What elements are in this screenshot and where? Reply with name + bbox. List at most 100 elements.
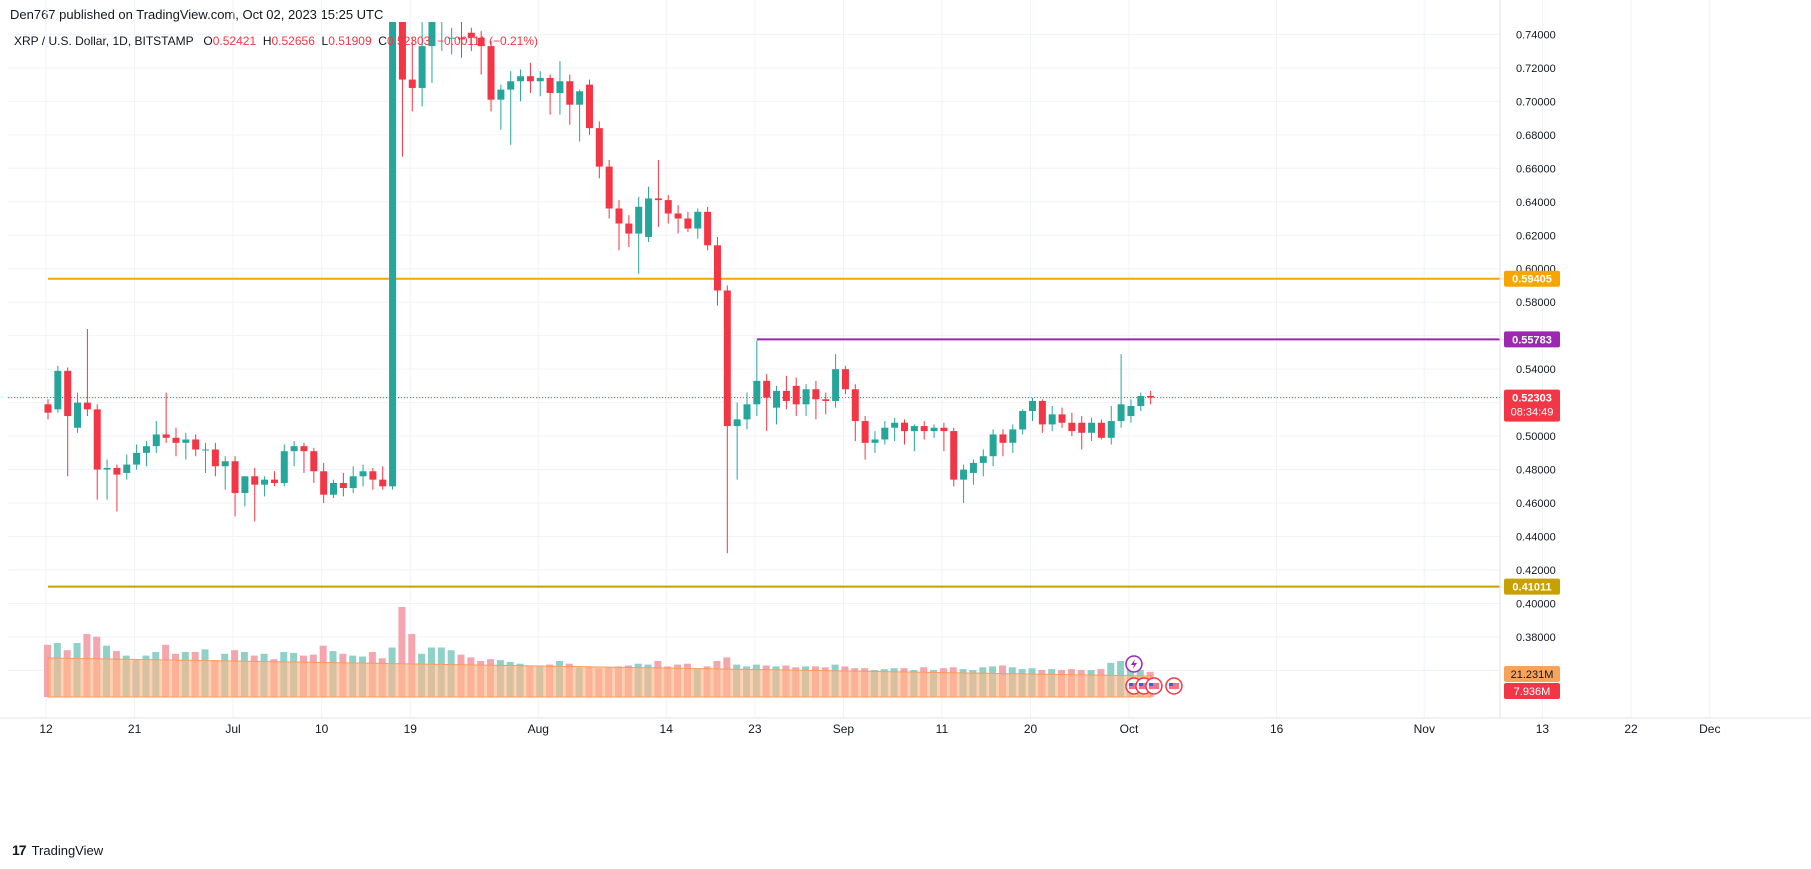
candle-body (290, 446, 298, 452)
candle-body (694, 211, 702, 229)
candle-body (841, 369, 849, 390)
candle-body (369, 471, 377, 480)
y-tick-label: 0.54000 (1516, 364, 1556, 376)
tradingview-logo-icon: 17 (12, 842, 27, 858)
legend-high: 0.52656 (271, 34, 315, 48)
legend-close-label: C (378, 34, 387, 48)
candle-body (654, 198, 662, 201)
candle-body (605, 166, 613, 209)
candle-body (733, 419, 741, 427)
price-axis: 0.74000 0.72000 0.70000 0.68000 0.66000 0.640… (1499, 0, 1560, 718)
candle-body (339, 482, 347, 489)
tradingview-brand[interactable]: 17 TradingView (12, 842, 103, 858)
x-tick-label: 12 (39, 722, 53, 736)
candle-body (1009, 429, 1017, 443)
y-tick-label: 0.48000 (1516, 465, 1556, 477)
candle-body (103, 467, 111, 470)
candle-body (960, 469, 968, 480)
candle-body (54, 370, 62, 410)
candle-body (44, 404, 52, 413)
candle-body (241, 476, 249, 494)
candle-body (1078, 422, 1086, 433)
candle-body (684, 218, 692, 229)
candle-body (891, 422, 899, 428)
candle-body (231, 461, 239, 494)
candle-body (782, 390, 790, 401)
candle-body (1048, 414, 1056, 425)
us-flag-canton-icon (1168, 683, 1173, 686)
candle-body (74, 402, 82, 428)
grid (8, 0, 1711, 718)
y-tick-label: 0.74000 (1516, 29, 1556, 41)
candle-body (428, 22, 436, 47)
candle-body (418, 46, 426, 88)
candle-body (1137, 395, 1145, 406)
candle-body (802, 389, 810, 405)
us-flag-stripes-icon (1128, 683, 1139, 689)
x-tick-label: 19 (404, 722, 418, 736)
time-axis: 12 21 Jul 10 19 Aug 14 23 Sep 11 20 Oct 16 Nov 13 22 Dec (0, 717, 1811, 736)
candle-body (497, 89, 505, 100)
us-flag-stripes-icon (1138, 683, 1149, 689)
resistance-purple-label: 0.55783 (1512, 334, 1552, 346)
candle-body (1127, 405, 1135, 417)
candle-body (83, 402, 91, 410)
volume-ma-label: 21.231M (1511, 669, 1554, 681)
x-tick-label: Dec (1699, 722, 1720, 736)
legend-low: 0.51909 (328, 34, 372, 48)
candle-body (645, 198, 653, 237)
x-tick-label: Sep (833, 722, 855, 736)
candle-body (920, 426, 928, 432)
x-tick-label: Jul (225, 722, 240, 736)
candlesticks (44, 18, 1155, 554)
candle-body (359, 471, 367, 477)
x-tick-label: 22 (1624, 722, 1638, 736)
candle-body (536, 77, 544, 82)
candle-body (300, 446, 308, 452)
candle-body (211, 449, 219, 467)
us-flag-canton-icon (1138, 683, 1143, 686)
tradingview-name: TradingView (31, 842, 104, 858)
candle-body (881, 427, 889, 440)
candle-body (625, 223, 633, 234)
candle-body (635, 206, 643, 234)
volume-ma-tag (1504, 666, 1560, 682)
candle-body (251, 476, 259, 485)
legend-open-label: O (203, 34, 213, 48)
y-tick-label: 0.72000 (1516, 63, 1556, 75)
candle-body (674, 213, 682, 219)
us-flag-canton-icon (1128, 683, 1133, 686)
candle-body (822, 399, 830, 401)
candle-body (576, 91, 584, 105)
candle-body (763, 380, 771, 398)
candle-body (979, 456, 987, 463)
candle-body (940, 427, 948, 432)
legend-low-label: L (321, 34, 329, 48)
us-flag-stripes-icon (1148, 683, 1159, 689)
candle-body (379, 479, 387, 487)
x-tick-label: Nov (1414, 722, 1435, 736)
candle-body (1107, 421, 1115, 438)
support-olive-label: 0.41011 (1512, 582, 1551, 594)
candle-body (723, 290, 731, 427)
us-flag-canton-icon (1148, 683, 1153, 686)
candle-body (182, 439, 190, 443)
candle-body (398, 22, 406, 80)
candle-body (1088, 422, 1096, 433)
volume-pane (44, 607, 1154, 698)
candle-body (438, 18, 445, 21)
candle-body (792, 385, 800, 405)
candle-body (330, 482, 338, 495)
candle-body (467, 32, 475, 38)
candle-body (1029, 400, 1036, 412)
candle-body (457, 37, 465, 40)
x-tick-label: 11 (936, 722, 949, 736)
x-tick-label: Oct (1120, 722, 1139, 736)
candle-body (192, 439, 200, 450)
candle-body (950, 431, 958, 480)
candle-body (664, 200, 672, 214)
candle-body (910, 426, 918, 432)
candle-body (320, 471, 328, 495)
